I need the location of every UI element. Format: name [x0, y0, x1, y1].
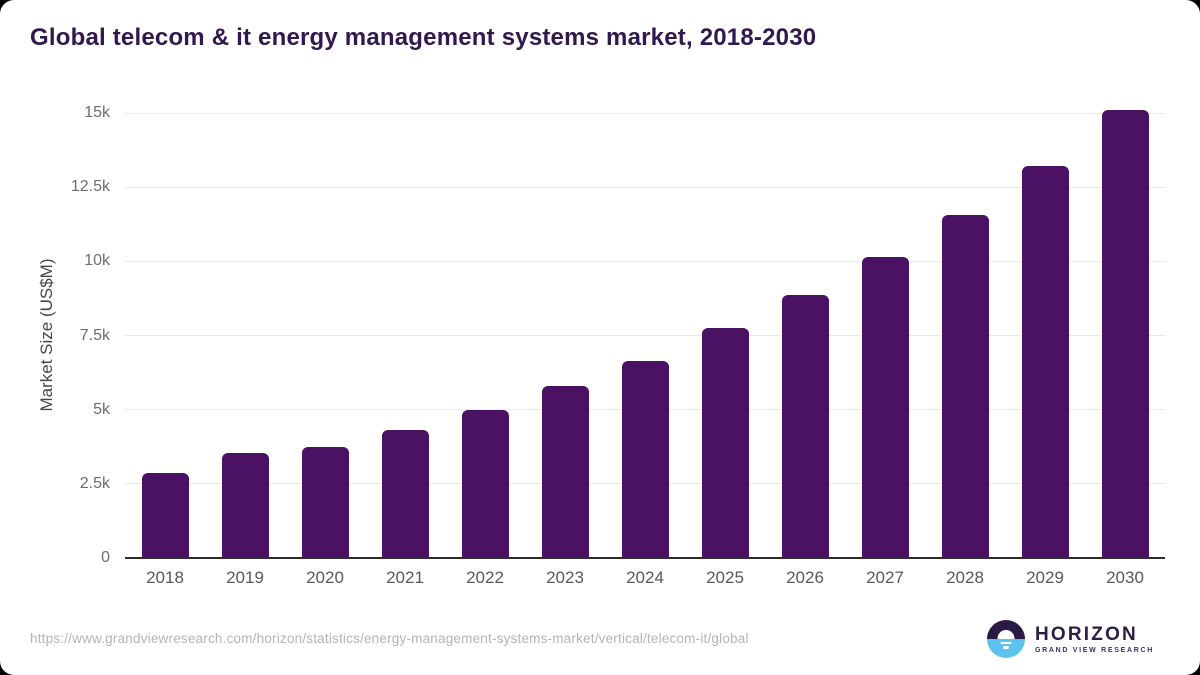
gridline-10k [125, 260, 1165, 262]
x-tick-label-2021: 2021 [386, 568, 424, 587]
x-tick-label-2030: 2030 [1106, 568, 1144, 587]
x-tick-label-2026: 2026 [786, 568, 824, 587]
bar-slot-2023 [525, 385, 605, 558]
bar-2029[interactable] [1021, 166, 1069, 558]
bar-2024[interactable] [621, 360, 669, 558]
x-tick-label-2024: 2024 [626, 568, 664, 587]
bar-2021[interactable] [381, 430, 429, 558]
bar-slot-2022 [445, 409, 525, 558]
y-tick-label-10k: 10k [84, 252, 110, 270]
gridline-15k [125, 112, 1165, 114]
bar-series [125, 110, 1165, 558]
bar-slot-2024 [605, 360, 685, 558]
bar-slot-2027 [845, 256, 925, 558]
bar-slot-2019 [205, 452, 285, 558]
bar-slot-2029 [1005, 166, 1085, 558]
bar-slot-2028 [925, 215, 1005, 558]
y-tick-label-15k: 15k [84, 104, 110, 121]
bar-2028[interactable] [941, 215, 989, 558]
chart-title: Global telecom & it energy management sy… [30, 24, 817, 51]
y-tick-label-0: 0 [101, 549, 110, 566]
bar-slot-2018 [125, 473, 205, 558]
y-tick-label-5k: 5k [93, 400, 110, 418]
y-tick-label-12.5k: 12.5k [70, 178, 110, 196]
x-tick-label-2018: 2018 [146, 568, 184, 587]
logo-subtitle: GRAND VIEW RESEARCH [1034, 646, 1154, 654]
source-url: https://www.grandviewresearch.com/horizo… [30, 631, 749, 646]
bar-slot-2020 [285, 446, 365, 558]
x-tick-label-2029: 2029 [1026, 568, 1064, 587]
bar-2026[interactable] [781, 295, 829, 558]
bar-2022[interactable] [461, 409, 509, 558]
x-tick-label-2022: 2022 [466, 568, 504, 587]
x-tick-label-2025: 2025 [706, 568, 744, 587]
bar-slot-2026 [765, 295, 845, 558]
x-axis-line [125, 557, 1165, 559]
x-tick-label-2023: 2023 [546, 568, 584, 587]
bar-2027[interactable] [861, 256, 909, 558]
gridline-7.5k [125, 335, 1165, 336]
bar-slot-2021 [365, 430, 445, 558]
bar-2020[interactable] [301, 446, 349, 558]
bar-slot-2030 [1085, 110, 1165, 558]
x-tick-label-2019: 2019 [226, 568, 264, 587]
bar-2018[interactable] [141, 473, 189, 558]
x-tick-label-2020: 2020 [306, 568, 344, 587]
horizon-logo[interactable]: HORIZON GRAND VIEW RESEARCH [986, 620, 1154, 658]
gridline-12.5k [125, 186, 1165, 188]
x-axis-tick-labels: 2018 2019 2020 2021 2022 2023 2024 2025 2026 2027… [125, 568, 1165, 588]
horizon-sun-icon [986, 620, 1025, 658]
bar-2025[interactable] [701, 328, 749, 558]
logo-name: HORIZON [1034, 623, 1138, 645]
x-tick-label-2027: 2027 [866, 568, 904, 587]
y-axis-tick-labels: 0 2.5k 5k 7.5k 10k 12.5k 15k [0, 104, 110, 566]
y-tick-label-7.5k: 7.5k [79, 326, 110, 344]
plot-area [125, 110, 1165, 559]
bar-2030[interactable] [1101, 110, 1149, 558]
y-tick-label-2.5k: 2.5k [79, 474, 110, 492]
bar-2023[interactable] [541, 385, 589, 558]
x-tick-label-2028: 2028 [946, 568, 984, 587]
bar-slot-2025 [685, 328, 765, 558]
bar-2019[interactable] [221, 452, 269, 558]
